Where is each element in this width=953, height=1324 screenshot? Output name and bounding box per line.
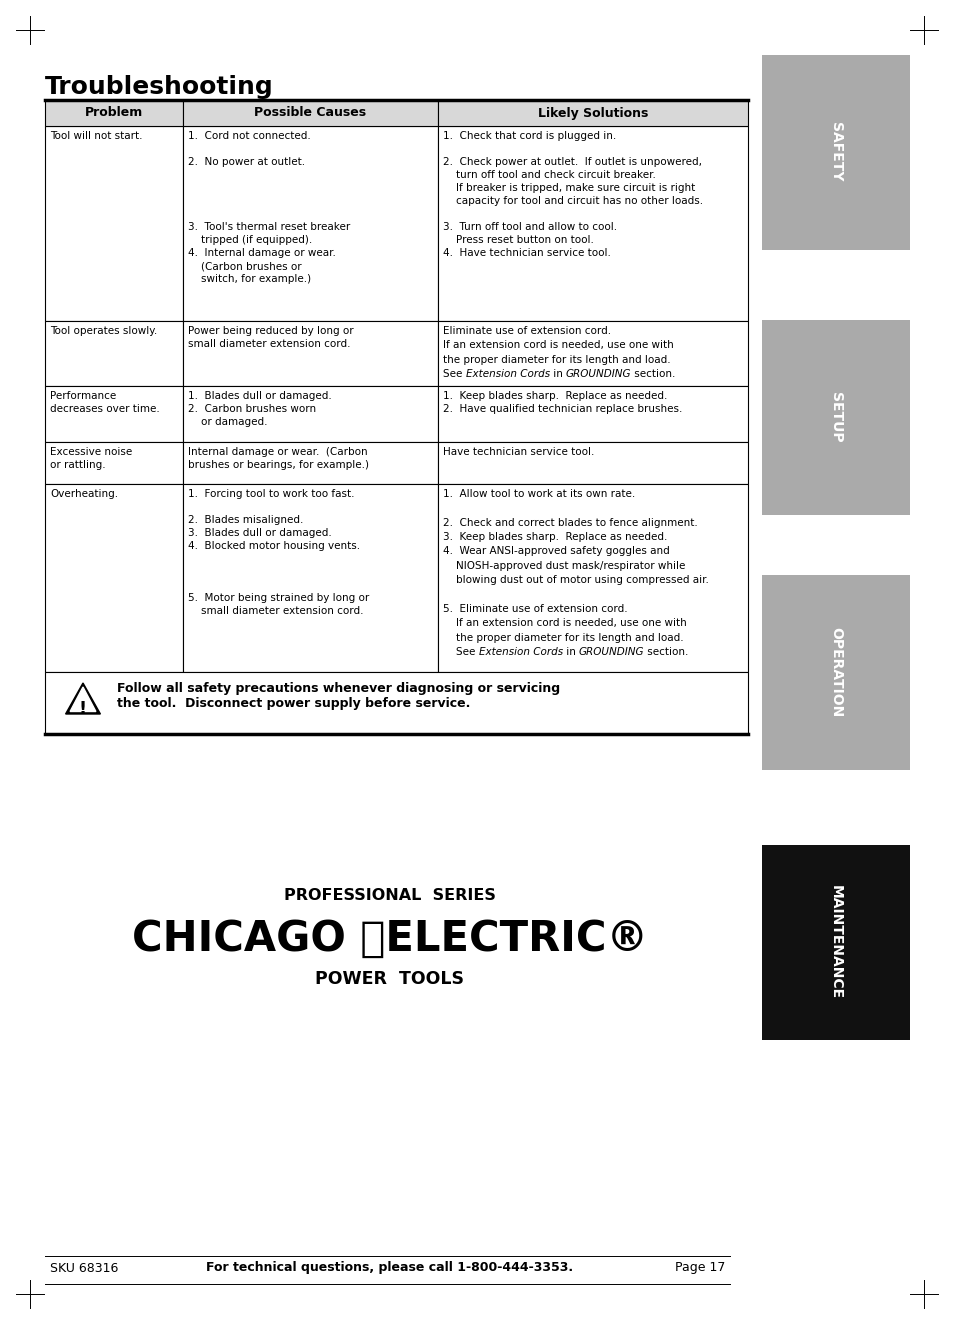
Text: Internal damage or wear.  (Carbon
brushes or bearings, for example.): Internal damage or wear. (Carbon brushes… [188, 448, 369, 470]
Bar [437, 320, 747, 387]
Bar [761, 575, 909, 771]
Text: PROFESSIONAL  SERIES: PROFESSIONAL SERIES [284, 887, 496, 903]
Bar [45, 320, 183, 387]
Text: section.: section. [643, 647, 688, 657]
Text: Excessive noise
or rattling.: Excessive noise or rattling. [50, 448, 132, 470]
Text: Problem: Problem [85, 106, 143, 119]
Text: 1.  Blades dull or damaged.
2.  Carbon brushes worn
    or damaged.: 1. Blades dull or damaged. 2. Carbon bru… [188, 391, 332, 428]
Text: 1.  Check that cord is plugged in.

2.  Check power at outlet.  If outlet is unp: 1. Check that cord is plugged in. 2. Che… [442, 131, 702, 258]
Bar [183, 101, 437, 126]
Text: Extension Cords: Extension Cords [465, 369, 549, 379]
Text: !: ! [79, 700, 87, 718]
Text: Troubleshooting: Troubleshooting [45, 75, 274, 99]
Text: 2.  Check and correct blades to fence alignment.: 2. Check and correct blades to fence ali… [442, 518, 697, 528]
Bar [183, 320, 437, 387]
Bar [183, 442, 437, 485]
Text: section.: section. [631, 369, 675, 379]
Polygon shape [66, 683, 100, 714]
Bar [45, 387, 183, 442]
Text: SETUP: SETUP [828, 392, 842, 442]
Text: GROUNDING: GROUNDING [565, 369, 631, 379]
Text: Tool operates slowly.: Tool operates slowly. [50, 326, 157, 336]
Text: If an extension cord is needed, use one with: If an extension cord is needed, use one … [442, 340, 673, 351]
Text: in: in [549, 369, 565, 379]
Text: the proper diameter for its length and load.: the proper diameter for its length and l… [442, 633, 683, 642]
Text: 1.  Cord not connected.

2.  No power at outlet.




3.  Tool's thermal reset br: 1. Cord not connected. 2. No power at ou… [188, 131, 350, 285]
Text: Possible Causes: Possible Causes [254, 106, 366, 119]
Bar [761, 845, 909, 1039]
Bar [45, 101, 183, 126]
Bar [183, 387, 437, 442]
Text: NIOSH-approved dust mask/respirator while: NIOSH-approved dust mask/respirator whil… [442, 561, 684, 571]
Text: See: See [442, 369, 465, 379]
Text: For technical questions, please call 1-800-444-3353.: For technical questions, please call 1-8… [206, 1262, 573, 1275]
Text: Page 17: Page 17 [674, 1262, 724, 1275]
Text: CHICAGO ⓔELECTRIC®: CHICAGO ⓔELECTRIC® [132, 918, 647, 960]
Bar [183, 485, 437, 673]
Text: 1.  Allow tool to work at its own rate.: 1. Allow tool to work at its own rate. [442, 489, 635, 499]
Text: GROUNDING: GROUNDING [578, 647, 643, 657]
Text: See: See [442, 647, 478, 657]
Text: 4.  Wear ANSI-approved safety goggles and: 4. Wear ANSI-approved safety goggles and [442, 547, 669, 556]
Bar [437, 387, 747, 442]
Bar [437, 126, 747, 320]
Text: Eliminate use of extension cord.: Eliminate use of extension cord. [442, 326, 611, 336]
Text: SKU 68316: SKU 68316 [50, 1262, 118, 1275]
Text: blowing dust out of motor using compressed air.: blowing dust out of motor using compress… [442, 575, 708, 585]
Text: Have technician service tool.: Have technician service tool. [442, 448, 594, 457]
Bar [437, 485, 747, 673]
Text: the proper diameter for its length and load.: the proper diameter for its length and l… [442, 355, 670, 364]
Bar [45, 442, 183, 485]
Bar [761, 56, 909, 250]
Text: SAFETY: SAFETY [828, 122, 842, 181]
Text: Performance
decreases over time.: Performance decreases over time. [50, 391, 159, 414]
Text: Power being reduced by long or
small diameter extension cord.: Power being reduced by long or small dia… [188, 326, 354, 350]
Text: 1.  Keep blades sharp.  Replace as needed.
2.  Have qualified technician replace: 1. Keep blades sharp. Replace as needed.… [442, 391, 681, 414]
Text: Follow all safety precautions whenever diagnosing or servicing
the tool.  Discon: Follow all safety precautions whenever d… [117, 682, 559, 710]
Bar [45, 126, 183, 320]
Text: 5.  Eliminate use of extension cord.: 5. Eliminate use of extension cord. [442, 604, 627, 614]
Text: 1.  Forcing tool to work too fast.

2.  Blades misaligned.
3.  Blades dull or da: 1. Forcing tool to work too fast. 2. Bla… [188, 489, 369, 617]
Text: 3.  Keep blades sharp.  Replace as needed.: 3. Keep blades sharp. Replace as needed. [442, 532, 667, 542]
Bar [761, 320, 909, 515]
Text: If an extension cord is needed, use one with: If an extension cord is needed, use one … [442, 618, 686, 629]
Text: POWER  TOOLS: POWER TOOLS [315, 970, 464, 988]
Text: in: in [562, 647, 578, 657]
Bar [437, 442, 747, 485]
Bar [183, 126, 437, 320]
Text: Likely Solutions: Likely Solutions [537, 106, 647, 119]
Text: Extension Cords: Extension Cords [478, 647, 562, 657]
Polygon shape [70, 687, 96, 711]
Text: MAINTENANCE: MAINTENANCE [828, 884, 842, 1000]
Bar [45, 485, 183, 673]
Text: OPERATION: OPERATION [828, 626, 842, 718]
Text: Overheating.: Overheating. [50, 489, 118, 499]
Bar [45, 673, 747, 733]
Bar [437, 101, 747, 126]
Text: Tool will not start.: Tool will not start. [50, 131, 142, 140]
